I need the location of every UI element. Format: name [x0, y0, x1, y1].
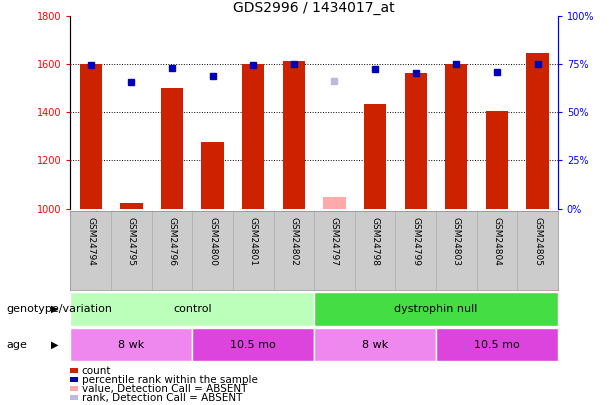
Bar: [242, 64, 264, 209]
Text: 8 wk: 8 wk: [118, 340, 145, 350]
Text: count: count: [82, 366, 111, 376]
Bar: [314, 328, 436, 361]
Text: 10.5 mo: 10.5 mo: [230, 340, 276, 350]
Bar: [527, 53, 549, 209]
Bar: [485, 111, 508, 209]
Text: rank, Detection Call = ABSENT: rank, Detection Call = ABSENT: [82, 393, 242, 403]
Text: GSM24794: GSM24794: [86, 217, 95, 266]
Bar: [445, 64, 468, 209]
Text: GSM24800: GSM24800: [208, 217, 217, 266]
Bar: [70, 328, 192, 361]
Text: GSM24799: GSM24799: [411, 217, 420, 266]
Text: GSM24803: GSM24803: [452, 217, 461, 266]
Bar: [70, 292, 314, 326]
Bar: [283, 61, 305, 209]
Text: genotype/variation: genotype/variation: [6, 304, 112, 314]
Text: GSM24795: GSM24795: [127, 217, 136, 266]
Text: 10.5 mo: 10.5 mo: [474, 340, 520, 350]
Text: GSM24805: GSM24805: [533, 217, 542, 266]
Bar: [314, 292, 558, 326]
Text: value, Detection Call = ABSENT: value, Detection Call = ABSENT: [82, 384, 247, 394]
Bar: [323, 196, 346, 209]
Text: ▶: ▶: [51, 304, 59, 314]
Text: percentile rank within the sample: percentile rank within the sample: [82, 375, 257, 385]
Bar: [405, 73, 427, 209]
Bar: [202, 143, 224, 209]
Text: age: age: [6, 340, 27, 350]
Text: ▶: ▶: [51, 340, 59, 350]
Text: GSM24801: GSM24801: [249, 217, 257, 266]
Bar: [120, 202, 143, 209]
Bar: [161, 88, 183, 209]
Text: GSM24804: GSM24804: [492, 217, 501, 266]
Text: GSM24796: GSM24796: [167, 217, 177, 266]
Bar: [80, 64, 102, 209]
Bar: [364, 104, 386, 209]
Title: GDS2996 / 1434017_at: GDS2996 / 1434017_at: [234, 1, 395, 15]
Bar: [436, 328, 558, 361]
Bar: [192, 328, 314, 361]
Text: control: control: [173, 304, 211, 314]
Text: GSM24802: GSM24802: [289, 217, 299, 266]
Text: 8 wk: 8 wk: [362, 340, 388, 350]
Text: dystrophin null: dystrophin null: [394, 304, 478, 314]
Text: GSM24797: GSM24797: [330, 217, 339, 266]
Text: GSM24798: GSM24798: [371, 217, 379, 266]
